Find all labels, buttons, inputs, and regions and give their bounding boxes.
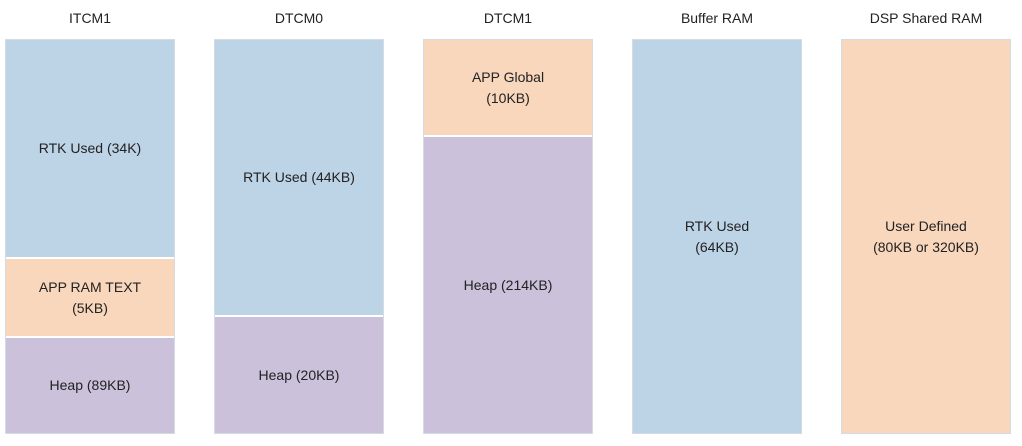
memory-block-heap: Heap (20KB) bbox=[215, 317, 383, 433]
memory-column-itcm1: RTK Used (34K) APP RAM TEXT (5KB) Heap (… bbox=[5, 39, 175, 434]
memory-block-heap: Heap (214KB) bbox=[424, 137, 592, 433]
memory-column-dtcm1: APP Global (10KB) Heap (214KB) bbox=[423, 39, 593, 434]
block-label: User Defined bbox=[885, 217, 967, 234]
memory-block-rtk-used: RTK Used (34K) bbox=[6, 40, 174, 259]
block-label: RTK Used (34K) bbox=[38, 140, 142, 156]
memory-block-rtk-used: RTK Used (64KB) bbox=[633, 40, 801, 433]
memory-column-dsp-shared-ram: User Defined (80KB or 320KB) bbox=[841, 39, 1011, 434]
block-label: Heap (20KB) bbox=[258, 366, 340, 383]
block-label: RTK Used (44KB) bbox=[243, 169, 355, 185]
block-label: APP RAM TEXT bbox=[38, 278, 142, 295]
column-title-itcm1: ITCM1 bbox=[69, 10, 111, 26]
memory-block-app-global: APP Global (10KB) bbox=[424, 40, 592, 137]
block-size: (80KB or 320KB) bbox=[873, 238, 979, 255]
block-size: (5KB) bbox=[72, 299, 108, 316]
column-title-dtcm0: DTCM0 bbox=[274, 10, 324, 26]
block-size: (10KB) bbox=[486, 89, 530, 106]
memory-block-rtk-used: RTK Used (44KB) bbox=[215, 40, 383, 317]
block-label: RTK Used bbox=[684, 217, 750, 234]
block-label: Heap (89KB) bbox=[49, 377, 131, 393]
block-label: Heap (214KB) bbox=[463, 276, 553, 293]
column-title-buffer-ram: Buffer RAM bbox=[680, 10, 754, 26]
column-title-dtcm1: DTCM1 bbox=[483, 10, 533, 26]
memory-column-dtcm0: RTK Used (44KB) Heap (20KB) bbox=[214, 39, 384, 434]
memory-block-heap: Heap (89KB) bbox=[6, 338, 174, 433]
memory-column-buffer-ram: RTK Used (64KB) bbox=[632, 39, 802, 434]
memory-block-user-defined: User Defined (80KB or 320KB) bbox=[842, 40, 1010, 433]
block-size: (64KB) bbox=[695, 238, 739, 255]
block-label: APP Global bbox=[471, 68, 545, 85]
memory-block-app-ram-text: APP RAM TEXT (5KB) bbox=[6, 259, 174, 338]
column-title-dsp-shared-ram: DSP Shared RAM bbox=[869, 10, 983, 26]
